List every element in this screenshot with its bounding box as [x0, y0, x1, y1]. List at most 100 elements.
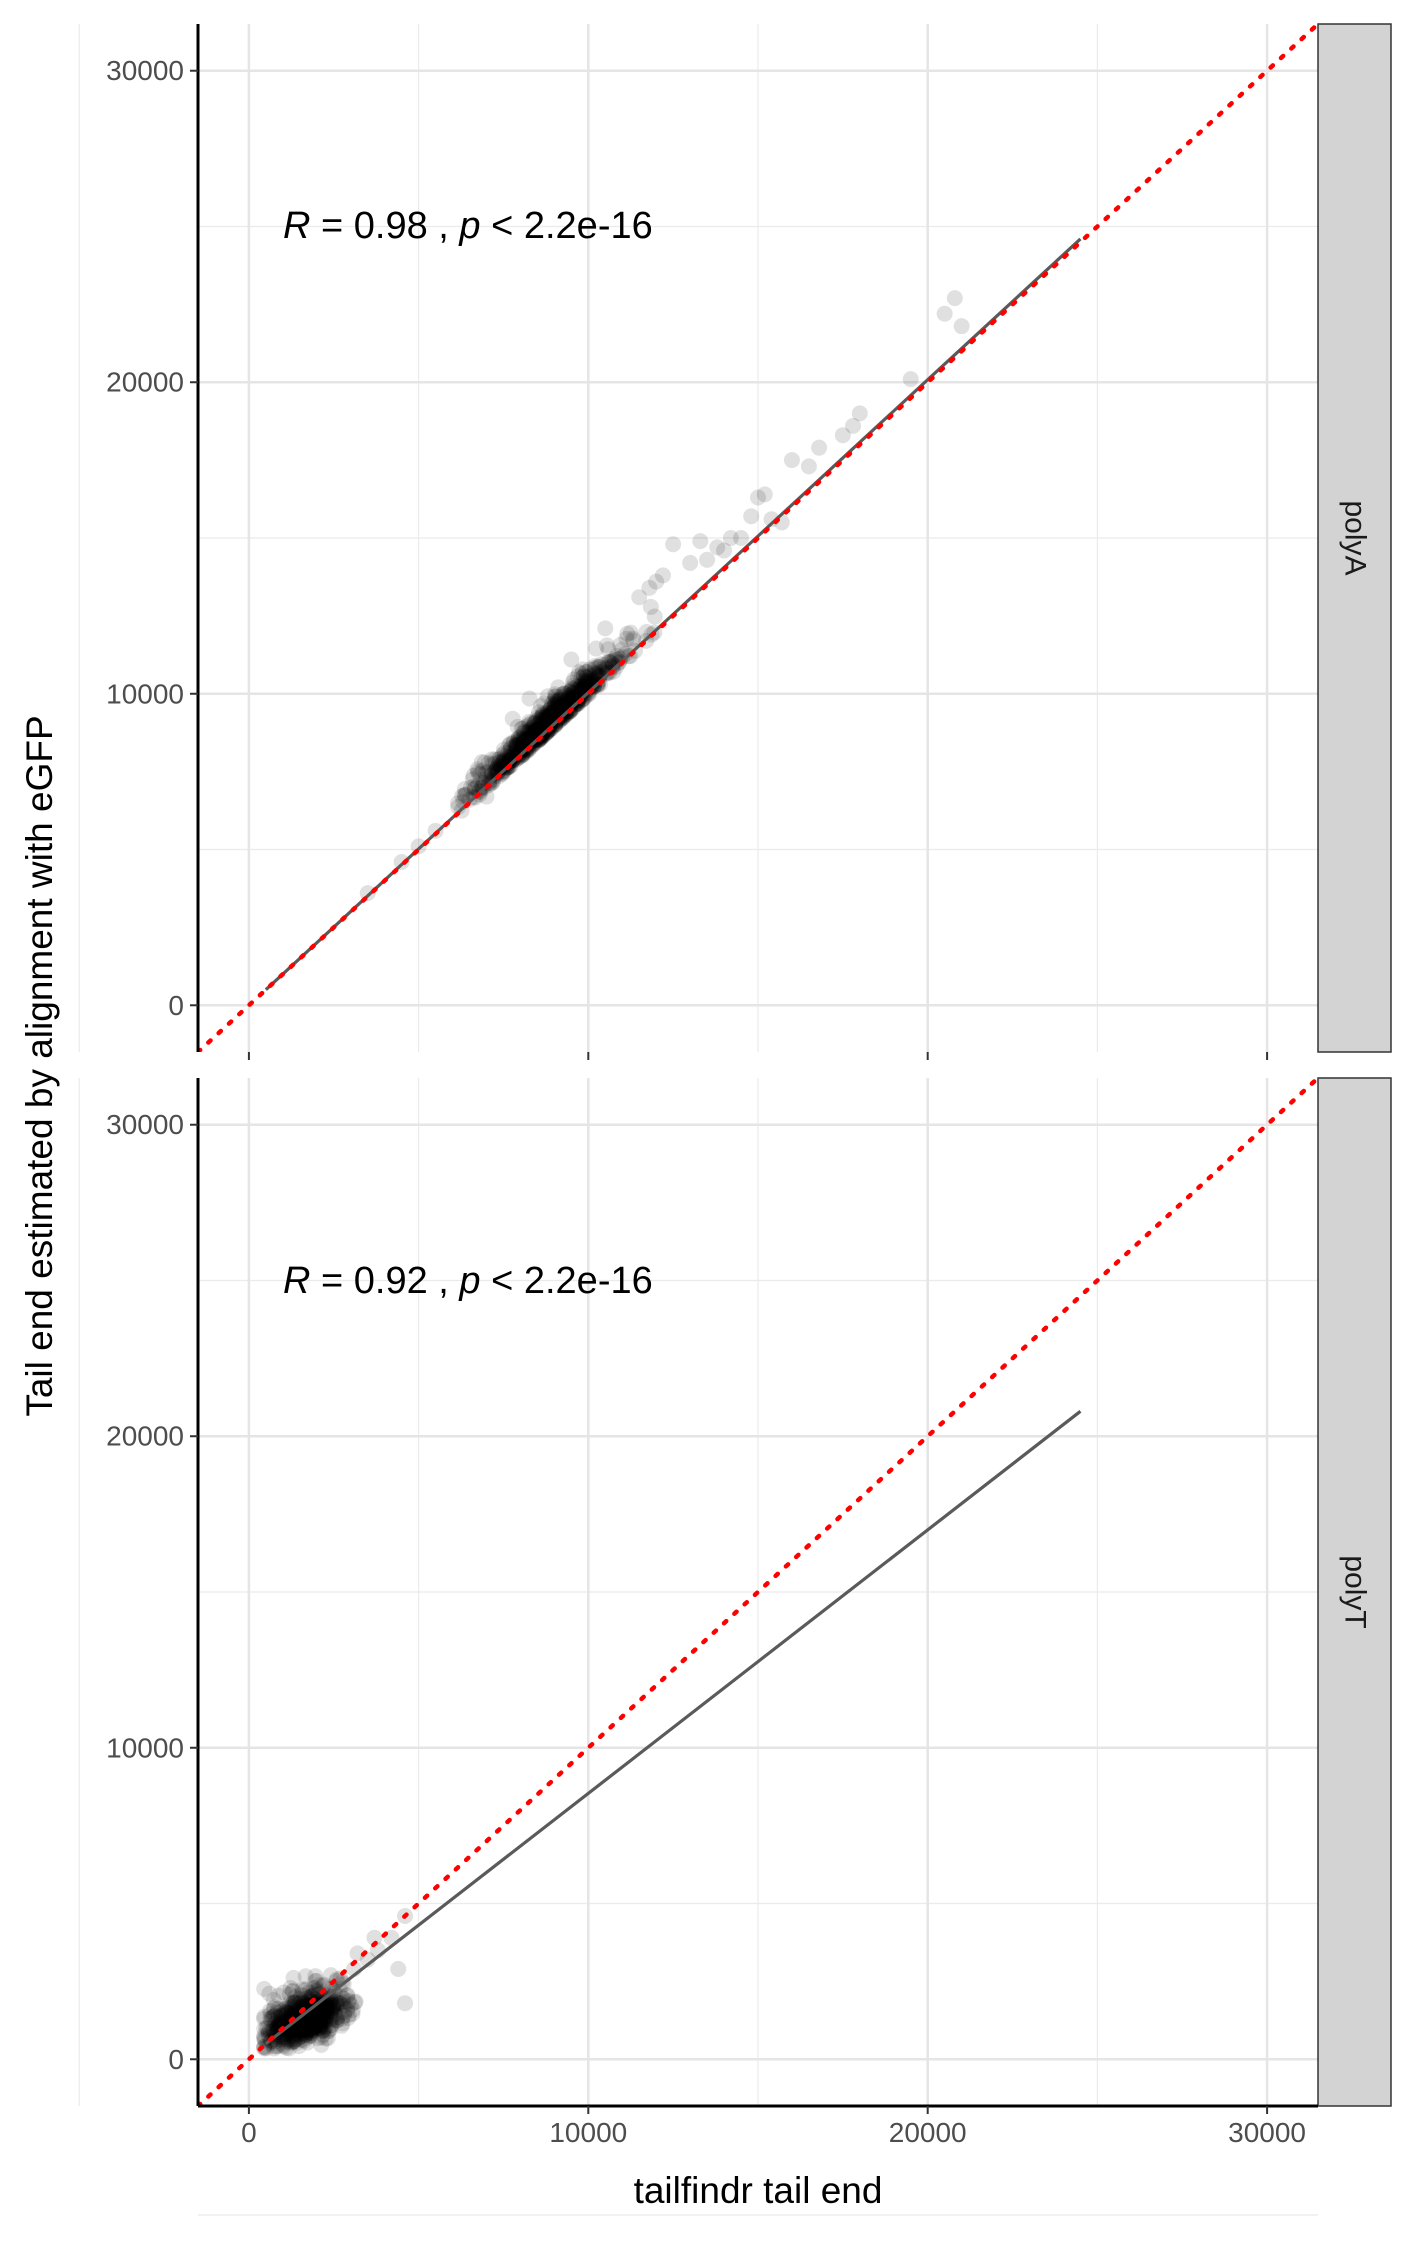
data-point [598, 637, 615, 654]
data-point [536, 722, 553, 739]
data-point [526, 719, 543, 736]
data-point [306, 2012, 323, 2029]
data-point [299, 1993, 316, 2010]
data-point [319, 2000, 336, 2017]
data-point [285, 2025, 302, 2042]
data-point [556, 685, 573, 702]
data-point [324, 1980, 341, 1997]
data-point [283, 2031, 300, 2048]
regression-line [264, 1410, 1082, 2045]
data-point [299, 2014, 316, 2031]
data-point [571, 690, 588, 707]
data-point [479, 763, 496, 780]
data-point [307, 2019, 324, 2036]
data-point [321, 1996, 338, 2013]
data-point [514, 741, 531, 758]
data-point [581, 670, 598, 687]
data-point [293, 2018, 310, 2035]
data-point [256, 2040, 273, 2057]
data-point [834, 427, 851, 444]
data-point [307, 1983, 324, 2000]
data-point [845, 417, 862, 434]
data-point [326, 1996, 343, 2013]
data-point [569, 683, 586, 700]
data-point [566, 680, 583, 697]
data-point [304, 2015, 321, 2032]
data-point [291, 2024, 308, 2041]
data-point [563, 681, 580, 698]
data-point [692, 533, 709, 550]
data-point [499, 755, 516, 772]
data-point [314, 2012, 331, 2029]
data-point [308, 2000, 325, 2017]
data-point [306, 2007, 323, 2024]
data-point [546, 699, 563, 716]
data-point [299, 2034, 316, 2051]
data-point [322, 2017, 339, 2034]
data-point [291, 1991, 308, 2008]
data-point [589, 664, 606, 681]
data-point [750, 489, 766, 506]
data-point [539, 710, 556, 727]
data-point [263, 2012, 280, 2029]
data-point [525, 721, 542, 738]
data-point [325, 1997, 342, 2014]
data-point [282, 2027, 299, 2044]
data-point [317, 2030, 334, 2047]
data-point [532, 698, 549, 715]
data-point [508, 740, 525, 757]
data-point [308, 2012, 325, 2029]
data-point [322, 2020, 339, 2037]
data-point [326, 2003, 343, 2020]
data-point [526, 715, 543, 732]
data-point [528, 721, 545, 738]
data-point [292, 1994, 309, 2011]
data-point [310, 2007, 327, 2024]
data-point [495, 746, 512, 763]
data-point [297, 2019, 314, 2036]
data-point [573, 669, 590, 686]
data-point [528, 729, 545, 746]
data-point [524, 719, 541, 736]
data-point [562, 697, 579, 714]
data-point [619, 625, 636, 642]
x-tick-label: 30000 [1228, 2117, 1306, 2148]
data-point [312, 2009, 329, 2026]
y-tick-label: 20000 [106, 1421, 184, 1452]
data-point [301, 2012, 318, 2029]
data-point [551, 698, 568, 715]
data-point [334, 2010, 351, 2027]
data-point [562, 696, 579, 713]
data-point [281, 1986, 298, 2003]
data-point [561, 696, 578, 713]
data-point [269, 2004, 286, 2021]
data-point [521, 728, 538, 745]
data-point [315, 2004, 332, 2021]
data-point [275, 2031, 292, 2048]
data-point [339, 2000, 356, 2017]
data-point [259, 2020, 276, 2037]
data-point [532, 712, 549, 729]
data-point [306, 2017, 323, 2034]
data-point [303, 2012, 320, 2029]
data-point [331, 1994, 348, 2011]
data-point [558, 693, 575, 710]
data-point [312, 2021, 329, 2038]
data-point [566, 683, 583, 700]
data-point [329, 2012, 346, 2029]
data-point [310, 2011, 327, 2028]
data-point [294, 1983, 311, 2000]
data-point [545, 704, 562, 721]
data-point [325, 1999, 342, 2016]
data-point [397, 1995, 414, 2012]
data-point [561, 696, 578, 713]
data-point [310, 2020, 327, 2037]
data-point [515, 739, 532, 756]
data-point [286, 2030, 303, 2047]
data-point [518, 718, 535, 735]
data-point [502, 745, 519, 762]
data-point [456, 786, 473, 803]
data-point [275, 1984, 292, 2001]
data-point [297, 1968, 314, 1985]
